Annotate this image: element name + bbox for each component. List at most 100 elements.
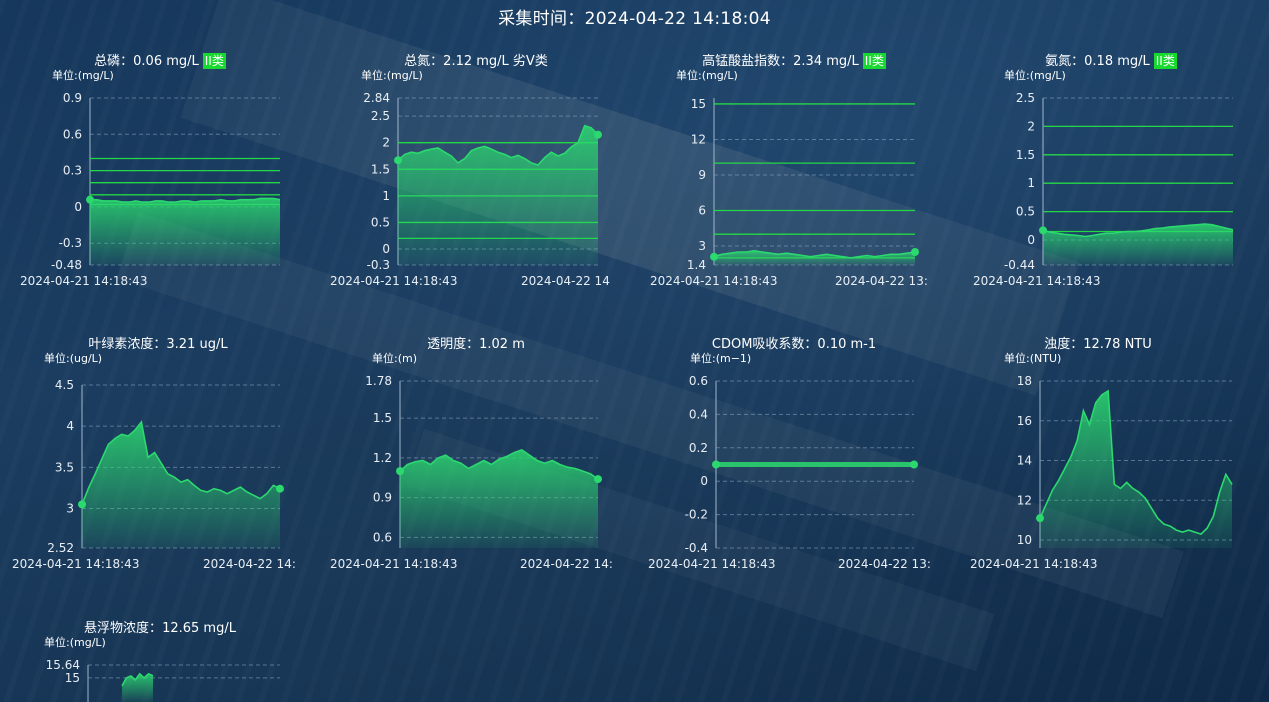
chart-unit-label: 单位:(NTU) (1004, 352, 1062, 365)
y-tick-label: 1.4 (687, 258, 706, 272)
chart-title: 高锰酸盐指数：2.34 mg/L II类 (674, 50, 914, 69)
series-line (90, 197, 281, 203)
series-end-point[interactable] (911, 247, 919, 256)
chart-unit-label: 单位:(mg/L) (676, 69, 738, 82)
chart-title: 总磷：0.06 mg/L II类 (40, 50, 280, 69)
series-line (121, 672, 154, 687)
y-tick-label: -0.3 (367, 258, 390, 272)
y-tick-label: 16 (1017, 414, 1032, 428)
chart-reading-value: 0.06 mg/L (133, 54, 199, 69)
y-tick-label: 12 (1017, 493, 1032, 507)
y-tick-label: -0.48 (51, 258, 82, 272)
chart-unit-label: 单位:(m−1) (690, 352, 752, 365)
chart-title-label: 透明度： (427, 337, 480, 352)
series-area (1040, 390, 1232, 548)
chart-reading-value: 0.18 mg/L (1084, 54, 1150, 69)
chart-unit-label: 单位:(mg/L) (1004, 69, 1066, 82)
y-tick-label: 0.6 (63, 127, 82, 141)
series-area (400, 449, 598, 548)
chart-unit-label: 单位:(mg/L) (52, 69, 114, 82)
series-area (1043, 224, 1233, 265)
series-end-point[interactable] (594, 130, 602, 139)
chart-reading-value: 3.21 ug/L (166, 337, 228, 352)
series-end-point[interactable] (910, 460, 918, 469)
series-end-point[interactable] (276, 484, 284, 493)
series-start-point[interactable] (1039, 226, 1047, 235)
chart-title-label: 总氮： (404, 54, 444, 69)
x-tick-label: 2024-04-21 14:18:43 (650, 274, 777, 288)
y-tick-label: 2.52 (47, 541, 74, 555)
chart-reading-value: 12.78 NTU (1083, 337, 1152, 352)
y-tick-label: 4 (66, 419, 74, 433)
chart-unit-label: 单位:(ug/L) (44, 352, 103, 365)
series-line (1042, 223, 1234, 238)
series-area (398, 125, 598, 265)
x-tick-label: 2024-04-22 13: (835, 274, 928, 288)
chart-reading-value: 0.10 m-1 (817, 337, 877, 352)
y-tick-label: 2 (382, 136, 390, 150)
collection-time-label: 采集时间： (498, 9, 585, 29)
chart-title: CDOM吸收系数：0.10 m-1 (674, 333, 914, 352)
water-class-badge: II类 (862, 53, 886, 69)
series-line (713, 249, 916, 259)
chart-title-label: 高锰酸盐指数： (702, 54, 794, 69)
series-start-point[interactable] (396, 467, 404, 476)
y-tick-label: 2.84 (363, 91, 390, 105)
series-area (90, 198, 280, 265)
y-tick-label: 3.5 (55, 460, 74, 474)
chart-title-label: 总磷： (94, 54, 134, 69)
series-area (82, 422, 280, 548)
y-tick-label: 12 (691, 132, 706, 146)
y-tick-label: -0.4 (685, 541, 708, 555)
water-class-text: 劣V类 (508, 54, 548, 69)
chart-title-label: 悬浮物浓度： (84, 621, 163, 636)
series-start-point[interactable] (78, 500, 86, 509)
y-tick-label: 0.5 (1016, 205, 1035, 219)
y-tick-label: 0.6 (373, 530, 392, 544)
y-tick-label: 0.9 (373, 491, 392, 505)
x-tick-label: 2024-04-22 13: (838, 557, 931, 571)
series-start-point[interactable] (1036, 514, 1044, 523)
x-tick-label: 2024-04-21 14:18:43 (970, 557, 1097, 571)
series-start-point[interactable] (712, 460, 720, 469)
collection-time-header: 采集时间：2024-04-22 14:18:04 (0, 4, 1269, 29)
x-tick-label: 2024-04-22 14: (203, 557, 296, 571)
series-area (714, 250, 915, 265)
series-end-point[interactable] (594, 475, 602, 484)
chart-reading-value: 1.02 m (479, 337, 525, 352)
y-tick-label: 1.5 (1016, 148, 1035, 162)
y-tick-label: 14 (1017, 454, 1032, 468)
y-tick-label: 0.9 (63, 91, 82, 105)
y-tick-label: 0.6 (689, 374, 708, 388)
chart-reading-value: 2.34 mg/L (793, 54, 859, 69)
y-tick-label: 18 (1017, 374, 1032, 388)
y-tick-label: -0.44 (1004, 258, 1035, 272)
x-tick-label: 2024-04-21 14:18:43 (20, 274, 147, 288)
x-tick-label: 2024-04-21 14:18:43 (973, 274, 1100, 288)
chart-unit-label: 单位:(mg/L) (44, 636, 106, 649)
water-class-badge: II类 (202, 53, 226, 69)
series-start-point[interactable] (394, 156, 402, 165)
y-tick-label: 2 (1027, 119, 1035, 133)
y-tick-label: 2.5 (1016, 91, 1035, 105)
series-line (1039, 389, 1233, 536)
chart-title-label: 叶绿素浓度： (88, 337, 167, 352)
chart-reading-value: 12.65 mg/L (162, 621, 236, 636)
chart-unit-label: 单位:(m) (372, 352, 418, 365)
y-tick-label: 9 (698, 168, 706, 182)
series-start-point[interactable] (86, 195, 94, 204)
series-line (81, 420, 281, 505)
chart-title-label: CDOM吸收系数： (711, 337, 818, 352)
chart-title: 浊度：12.78 NTU (978, 333, 1218, 352)
y-tick-label: 15 (691, 97, 706, 111)
x-tick-label: 2024-04-21 14:18:43 (330, 274, 457, 288)
y-tick-label: 0.2 (689, 441, 708, 455)
y-tick-label: -0.3 (59, 236, 82, 250)
x-tick-label: 2024-04-21 14:18:43 (330, 557, 457, 571)
y-tick-label: 1.5 (373, 411, 392, 425)
series-start-point[interactable] (710, 252, 718, 261)
